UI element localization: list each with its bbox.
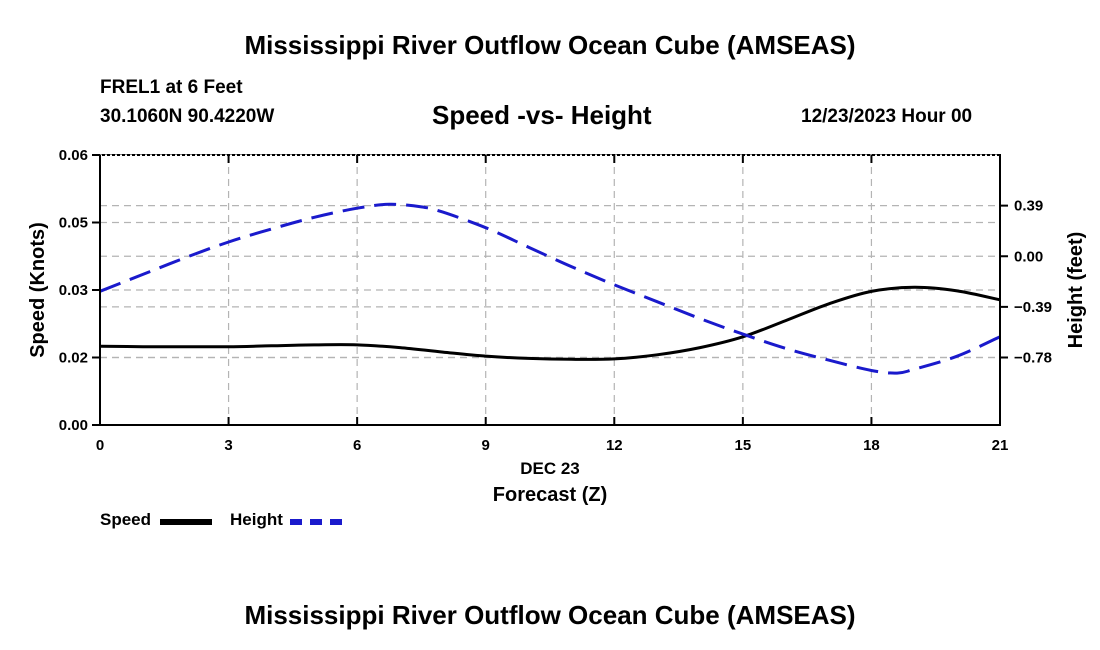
- footer-title: Mississippi River Outflow Ocean Cube (AM…: [244, 600, 856, 630]
- x-tick-label: 6: [353, 437, 361, 454]
- y-tick-label: 0.02: [59, 350, 88, 367]
- data-series: [99, 202, 1001, 375]
- x-tick-label: 21: [992, 437, 1009, 454]
- speed-series-line: [99, 285, 1001, 361]
- x-tick-label: 3: [224, 437, 232, 454]
- legend-speed-label: Speed: [100, 510, 152, 529]
- date-label: DEC 23: [520, 459, 580, 478]
- y-tick-label: 0.00: [59, 417, 88, 434]
- y-axis-label: Speed (Knots): [27, 222, 49, 358]
- y-tick-label: 0.06: [59, 147, 88, 164]
- x-tick-label: 12: [606, 437, 623, 454]
- x-tick-label: 0: [96, 437, 104, 454]
- x-tick-label: 18: [863, 437, 880, 454]
- grid-lines: [100, 155, 1000, 425]
- y2-tick-label: −0.78: [1014, 350, 1052, 367]
- forecast-datetime: 12/23/2023 Hour 00: [801, 106, 973, 127]
- height-series-line: [99, 202, 1001, 375]
- x-axis-label: Forecast (Z): [493, 484, 607, 506]
- legend-height-swatch: [290, 519, 342, 525]
- y2-tick-label: 0.39: [1014, 198, 1043, 215]
- y-tick-label: 0.03: [59, 282, 88, 299]
- speed-height-chart: 0 3 6 9 12 15 18 21 0.00 0.02 0.03 0.05 0.06 −0.78 −0.…: [27, 147, 1087, 506]
- y2-tick-label: −0.39: [1014, 299, 1052, 316]
- y-tick-label: 0.05: [59, 215, 88, 232]
- y2-tick-label: 0.00: [1014, 248, 1043, 265]
- x-tick-label: 15: [735, 437, 752, 454]
- y2-axis-label: Height (feet): [1065, 232, 1087, 349]
- chart-title: Mississippi River Outflow Ocean Cube (AM…: [244, 30, 856, 60]
- x-tick-label: 9: [482, 437, 490, 454]
- station-label: FREL1 at 6 Feet: [100, 77, 243, 98]
- chart-subtitle: Speed -vs- Height: [432, 100, 652, 130]
- axes: 0 3 6 9 12 15 18 21 0.00 0.02 0.03 0.05 0.06 −0.78 −0.…: [59, 147, 1052, 454]
- coordinates-label: 30.1060N 90.4220W: [100, 106, 275, 127]
- legend-speed-swatch: [160, 519, 212, 525]
- legend-height-label: Height: [230, 510, 283, 529]
